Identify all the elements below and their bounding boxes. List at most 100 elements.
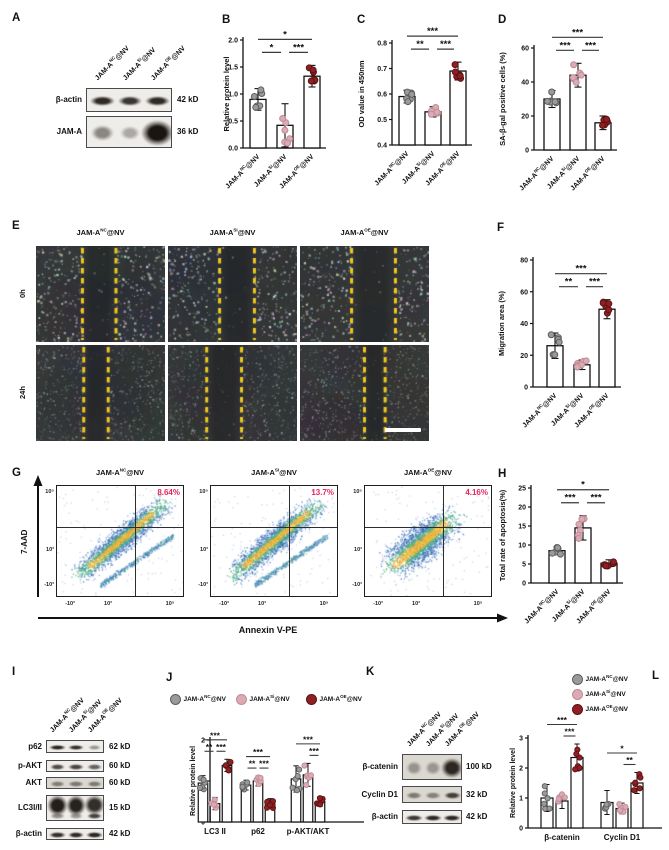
data-point	[547, 331, 555, 339]
flow-y-tick: 10⁵	[199, 489, 208, 495]
panel-b: B 0.0 0.5 1.0 1.5 2.0 Relative protein level JA…	[222, 6, 358, 212]
significance-stars: ***	[557, 715, 568, 725]
blot-band	[423, 815, 443, 821]
bar	[252, 780, 264, 823]
blot-band	[144, 95, 171, 107]
lane-label: JAM-AOE@NV	[86, 697, 124, 734]
y-tick-label: 0	[522, 581, 526, 588]
flow-x-tick: 10³	[412, 601, 420, 607]
y-tick-label: 0.5	[228, 119, 238, 126]
data-point	[554, 544, 562, 552]
panel-letter: A	[12, 12, 21, 24]
data-point	[541, 790, 548, 797]
data-point	[541, 800, 548, 807]
data-point	[582, 357, 590, 365]
data-point	[244, 779, 251, 786]
blot-target-label: β-actin	[15, 829, 42, 838]
blot-band	[49, 764, 66, 770]
legend-item: JAM-ASi@NV	[572, 689, 626, 700]
flow-x-tick: 10³	[104, 601, 112, 607]
significance-stars: **	[249, 759, 256, 769]
data-point	[548, 88, 556, 96]
flow-plot-title: JAM-ANC@NV	[96, 467, 144, 477]
significance-stars: ***	[564, 493, 575, 504]
blot-band	[50, 813, 65, 820]
panel-d: D 0 20 40 60 SA-β-gal positive cells (%) JAM-A…	[498, 6, 669, 212]
legend-label: JAM-ANC@NV	[183, 693, 226, 703]
blot-band	[68, 813, 84, 820]
legend-item: JAM-AOE@NV	[306, 694, 362, 705]
molecular-weight-label: 42 kD	[466, 812, 488, 821]
data-point	[555, 338, 563, 346]
data-point	[556, 550, 564, 558]
data-point	[301, 762, 308, 769]
data-point	[632, 779, 639, 786]
significance-stars: *	[283, 29, 287, 40]
flow-x-axis-label: Annexin V-PE	[238, 625, 298, 635]
significance-stars: ***	[565, 727, 576, 737]
y-tick-label: 40	[520, 321, 528, 328]
legend-item: JAM-ANC@NV	[572, 674, 628, 685]
y-axis-label: SA-β-gal positive cells (%)	[498, 52, 507, 146]
bar	[598, 308, 616, 388]
time-row-label: 0h	[18, 289, 27, 299]
blot-band	[443, 815, 461, 821]
panel-letter: H	[498, 468, 507, 480]
flow-y-tick: -10³	[198, 582, 208, 588]
y-tick-label: 0.4	[377, 143, 387, 150]
blot-band	[443, 791, 461, 800]
data-point	[575, 520, 583, 528]
data-point	[570, 61, 578, 69]
legend-label: JAM-AOE@NV	[319, 693, 362, 703]
data-point	[250, 92, 258, 100]
significance-stars: ***	[259, 759, 270, 769]
wound-healing-image	[168, 246, 297, 342]
y-tick-label: 10	[518, 543, 526, 550]
blot-band	[87, 744, 102, 751]
data-point	[316, 795, 323, 802]
flow-x-tick: 10⁵	[319, 601, 329, 607]
significance-stars: *	[581, 480, 585, 491]
significance-stars: ***	[253, 747, 264, 757]
blot-lane-box	[46, 795, 104, 821]
data-point	[551, 351, 559, 359]
flow-axes	[33, 475, 508, 623]
y-tick-label: 20	[521, 114, 529, 121]
legend-dot-icon	[236, 694, 247, 705]
data-point	[551, 98, 559, 106]
flow-plot-title: JAM-AOE@NV	[404, 467, 452, 477]
y-tick-label: 0.8	[377, 41, 387, 48]
blot-lane-box	[46, 828, 104, 840]
molecular-weight-label: 36 kD	[177, 127, 199, 136]
data-point	[555, 795, 562, 802]
y-tick-label: 1	[519, 796, 523, 803]
blot-band	[405, 761, 422, 775]
data-point	[239, 783, 246, 790]
data-point	[636, 785, 643, 792]
molecular-weight-label: 62 kD	[109, 741, 131, 751]
y-tick-label: 3	[519, 736, 523, 743]
y-tick-label: 1.5	[228, 65, 238, 72]
y-tick-label: 0	[525, 148, 529, 155]
data-point	[541, 783, 548, 790]
data-point	[296, 766, 303, 773]
flow-y-tick: -10³	[44, 582, 54, 588]
legend-dot-icon	[306, 694, 317, 705]
panel-c: C 0.4 0.5 0.6 0.7 0.8 OD value in 450nm JAM-ANC…	[357, 6, 498, 212]
data-point	[309, 66, 317, 74]
blot-band	[84, 796, 103, 816]
blot-band	[405, 791, 422, 800]
flow-x-tick: -10³	[219, 601, 229, 607]
data-point	[317, 801, 324, 808]
data-point	[548, 549, 556, 557]
legend-dot-icon	[572, 674, 583, 685]
molecular-weight-label: 42 kD	[109, 829, 131, 838]
panel-letter: E	[12, 220, 20, 232]
legend-item: JAM-AOE@NV	[572, 704, 628, 715]
data-point	[616, 801, 623, 808]
blot-lane-box	[402, 754, 462, 780]
data-point	[451, 68, 459, 76]
quadrant-vline	[135, 485, 137, 597]
significance-stars: ***	[210, 730, 221, 740]
